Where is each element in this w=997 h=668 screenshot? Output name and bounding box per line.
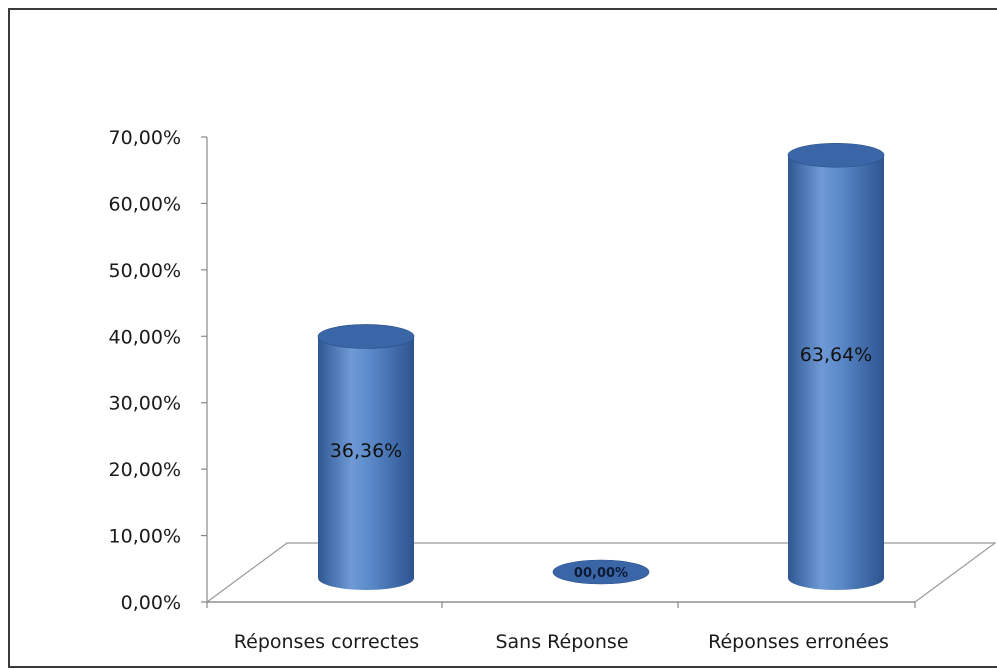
data-label: 00,00% [574,566,628,581]
bars [317,142,885,590]
y-tick-label: 0,00% [121,592,181,614]
data-label: 36,36% [330,440,402,462]
chart-floor [205,542,997,608]
bar-body [318,336,414,590]
y-tick-label: 50,00% [109,260,181,282]
y-tick-label: 60,00% [109,193,181,215]
axes: 0,00% 10,00% 20,00% 30,00% 40,00% 50,00% 60,00… [109,127,208,614]
bar-top [552,559,650,585]
y-tick-label: 10,00% [109,526,181,548]
x-category-label: Réponses erronées [708,631,889,652]
labels: 36,36% 00,00% 63,64% Réponses correctes Sans… [234,344,889,652]
bar-top [787,142,885,168]
y-tick-label: 30,00% [109,393,181,415]
y-tick-label: 40,00% [109,326,181,348]
bar-3 [787,142,885,590]
bar-body [788,155,884,590]
x-category-label: Réponses correctes [234,631,419,652]
y-tick-label: 20,00% [109,459,181,481]
bar-top [317,324,415,349]
y-tick-label: 70,00% [109,127,181,149]
bar-chart: 0,00% 10,00% 20,00% 30,00% 40,00% 50,00% 60,00… [109,127,997,652]
x-category-label: Sans Réponse [495,631,628,652]
data-label: 63,64% [800,344,872,366]
bar-1 [317,324,415,590]
bar-2 [552,559,650,585]
